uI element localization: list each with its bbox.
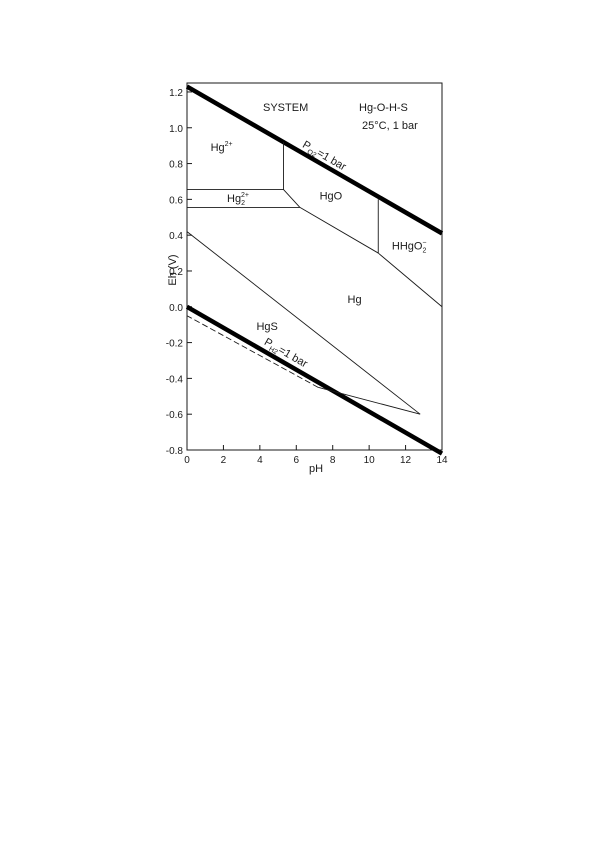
- y-tick-label-2: -0.4: [166, 374, 184, 385]
- y-tick-label-3: -0.2: [166, 339, 184, 350]
- y-axis: -0.8 -0.6 -0.4 -0.2 0.0 0.2 0.4 0.6 0.8 1.0 1.2: [166, 88, 192, 457]
- stability-boundaries: [186, 142, 443, 415]
- x-tick-label-1: 2: [221, 455, 227, 466]
- y-tick-label-8: 0.8: [169, 160, 183, 171]
- y-tick-label-5: 0.2: [169, 267, 183, 278]
- boundary-line-7: [186, 231, 421, 415]
- x-tick-label-6: 12: [400, 455, 412, 466]
- region-label-2: HgO: [320, 190, 343, 202]
- y-tick-label-0: -0.8: [166, 446, 184, 457]
- region-label-0: Hg2+: [211, 141, 233, 154]
- y-tick-label-9: 1.0: [169, 124, 183, 135]
- y-tick-label-4: 0.0: [169, 303, 183, 314]
- x-axis: 0 2 4 6 8 10 12 14: [184, 445, 448, 466]
- region-labels: Hg2+ Hg22+ HgO HHgO2− Hg HgS: [211, 141, 427, 333]
- boundary-line-4: [299, 207, 379, 254]
- x-tick-label-5: 10: [364, 455, 376, 466]
- boundary-line-6: [377, 252, 443, 308]
- conditions-label: 25°C, 1 bar: [362, 120, 418, 132]
- system-label: SYSTEM: [263, 102, 308, 114]
- y-tick-label-6: 0.4: [169, 231, 183, 242]
- x-tick-label-7: 14: [436, 455, 448, 466]
- plot-frame: [186, 82, 443, 451]
- y-tick-label-7: 0.6: [169, 195, 183, 206]
- x-tick-label-3: 6: [294, 455, 300, 466]
- region-label-3: HHgO2−: [392, 239, 427, 254]
- region-label-1: Hg22+: [227, 192, 249, 207]
- boundary-line-3: [283, 189, 301, 208]
- x-tick-label-2: 4: [257, 455, 263, 466]
- region-label-4: Hg: [348, 294, 362, 306]
- y-tick-label-1: -0.6: [166, 410, 184, 421]
- x-tick-label-4: 8: [330, 455, 336, 466]
- x-axis-label: pH: [309, 463, 323, 475]
- boundary-line-8: [318, 386, 421, 415]
- x-tick-label-0: 0: [184, 455, 190, 466]
- boundary-line-9: [186, 315, 319, 388]
- water-limit-line-1: [185, 304, 444, 456]
- y-tick-label-10: 1.2: [169, 88, 183, 99]
- water-limit-line-0: [185, 84, 444, 236]
- system-name: Hg-O-H-S: [359, 102, 408, 114]
- region-label-5: HgS: [256, 321, 277, 333]
- y-axis-label: Eh (V): [167, 254, 179, 285]
